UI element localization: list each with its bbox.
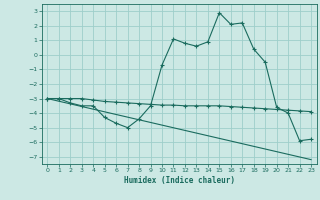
X-axis label: Humidex (Indice chaleur): Humidex (Indice chaleur) (124, 176, 235, 185)
